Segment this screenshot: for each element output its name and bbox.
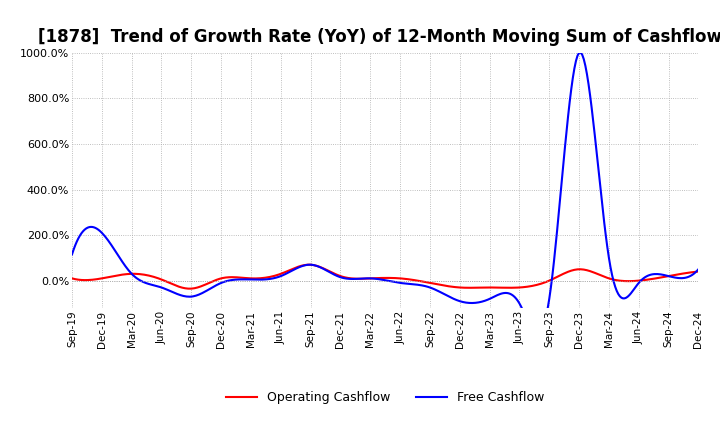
Legend: Operating Cashflow, Free Cashflow: Operating Cashflow, Free Cashflow (221, 386, 549, 409)
Free Cashflow (68, 252, 76, 257)
Free Cashflow (532, 330, 541, 336)
Operating Cashflow (694, 269, 703, 274)
Free Cashflow (462, 300, 470, 305)
Operating Cashflow (274, 272, 282, 278)
Operating Cashflow (305, 262, 313, 267)
Title: [1878]  Trend of Growth Rate (YoY) of 12-Month Moving Sum of Cashflows: [1878] Trend of Growth Rate (YoY) of 12-… (38, 28, 720, 46)
Operating Cashflow (465, 285, 474, 290)
Operating Cashflow (68, 276, 76, 281)
Line: Free Cashflow: Free Cashflow (72, 52, 698, 333)
Operating Cashflow (526, 284, 535, 289)
Free Cashflow (576, 50, 585, 55)
Operating Cashflow (143, 273, 152, 278)
Operating Cashflow (523, 284, 531, 290)
Free Cashflow (523, 317, 531, 323)
Free Cashflow (316, 264, 325, 270)
Operating Cashflow (186, 286, 194, 291)
Free Cashflow (271, 275, 280, 280)
Free Cashflow (694, 267, 703, 272)
Free Cashflow (520, 310, 528, 315)
Free Cashflow (143, 281, 152, 286)
Operating Cashflow (319, 266, 328, 271)
Line: Operating Cashflow: Operating Cashflow (72, 264, 698, 289)
